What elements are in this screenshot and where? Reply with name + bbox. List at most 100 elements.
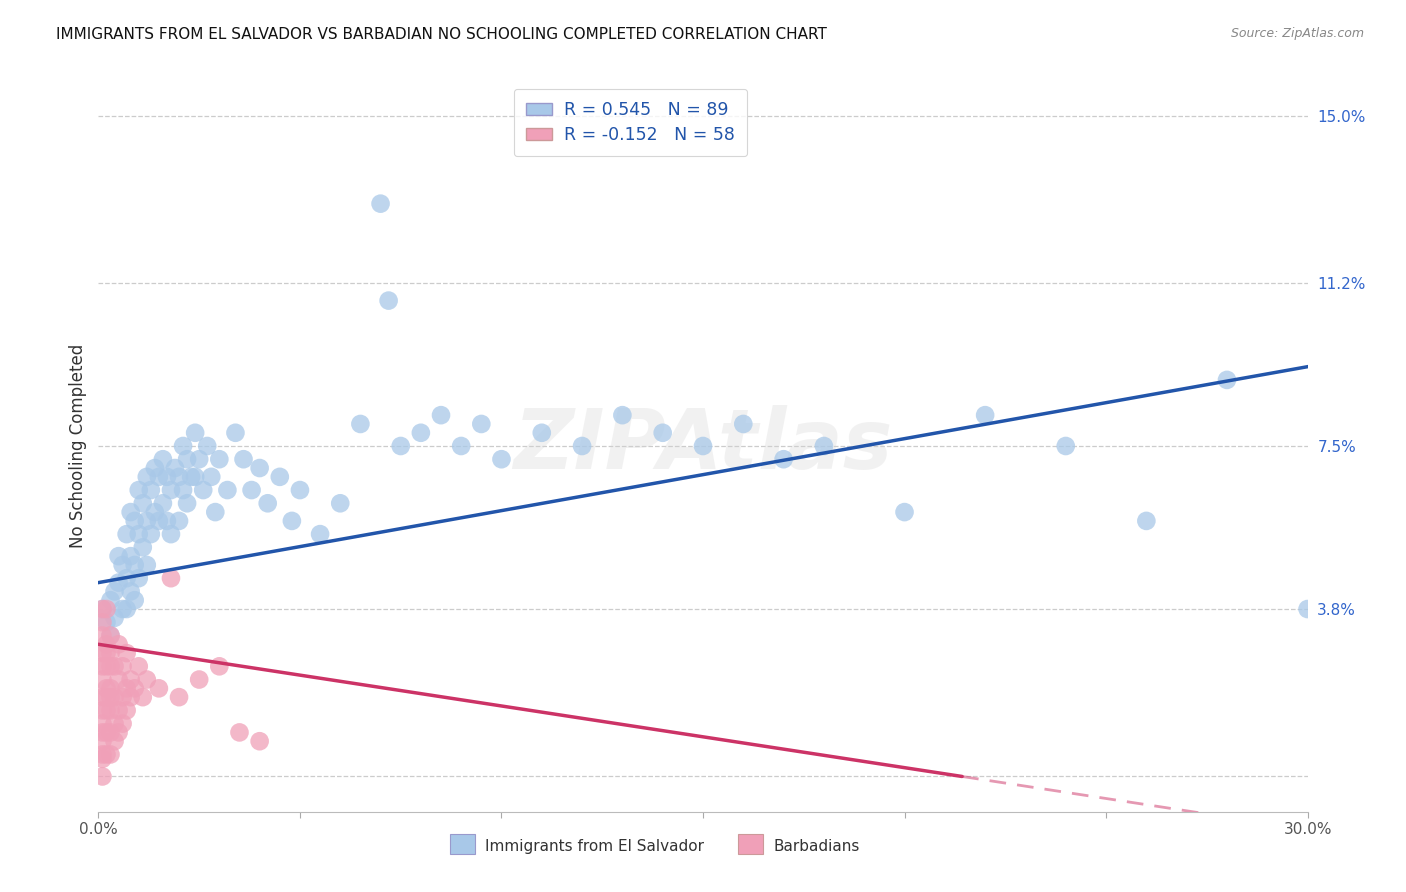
Point: [143, 505, 166, 519]
Point: [249, 461, 271, 475]
Point: [124, 514, 146, 528]
Point: [135, 558, 157, 572]
Point: [813, 439, 835, 453]
Point: [163, 461, 186, 475]
Point: [772, 452, 794, 467]
Point: [120, 690, 142, 705]
Point: [208, 452, 231, 467]
Point: [120, 549, 142, 563]
Point: [167, 690, 190, 705]
Point: [195, 439, 218, 453]
Point: [100, 681, 122, 696]
Point: [107, 703, 129, 717]
Point: [91, 615, 114, 630]
Point: [96, 725, 118, 739]
Point: [188, 673, 211, 687]
Point: [107, 725, 129, 739]
Point: [1216, 373, 1239, 387]
Point: [204, 505, 226, 519]
Point: [96, 703, 118, 717]
Point: [288, 483, 311, 497]
Point: [100, 659, 122, 673]
Point: [96, 690, 118, 705]
Point: [91, 602, 114, 616]
Point: [176, 496, 198, 510]
Point: [200, 470, 222, 484]
Point: [91, 734, 114, 748]
Point: [188, 452, 211, 467]
Point: [450, 439, 472, 453]
Point: [269, 470, 291, 484]
Point: [96, 747, 118, 762]
Point: [152, 452, 174, 467]
Point: [120, 505, 142, 519]
Point: [103, 734, 125, 748]
Point: [139, 527, 162, 541]
Point: [309, 527, 332, 541]
Point: [249, 734, 271, 748]
Point: [389, 439, 412, 453]
Point: [111, 690, 134, 705]
Point: [240, 483, 263, 497]
Point: [107, 637, 129, 651]
Point: [115, 703, 138, 717]
Point: [103, 659, 125, 673]
Point: [571, 439, 593, 453]
Point: [893, 505, 915, 519]
Point: [232, 452, 254, 467]
Point: [107, 575, 129, 590]
Point: [184, 425, 207, 440]
Point: [430, 408, 453, 422]
Point: [470, 417, 492, 431]
Point: [491, 452, 513, 467]
Point: [329, 496, 352, 510]
Point: [100, 628, 122, 642]
Point: [1296, 602, 1319, 616]
Point: [135, 470, 157, 484]
Point: [91, 716, 114, 731]
Point: [172, 439, 194, 453]
Point: [91, 628, 114, 642]
Point: [377, 293, 399, 308]
Point: [100, 628, 122, 642]
Point: [115, 571, 138, 585]
Point: [103, 584, 125, 599]
Point: [111, 716, 134, 731]
Point: [100, 593, 122, 607]
Text: ZIPAtlas: ZIPAtlas: [513, 406, 893, 486]
Point: [100, 747, 122, 762]
Point: [115, 681, 138, 696]
Point: [107, 673, 129, 687]
Point: [124, 558, 146, 572]
Point: [228, 725, 250, 739]
Text: Immigrants from El Salvador: Immigrants from El Salvador: [485, 839, 704, 854]
Point: [208, 659, 231, 673]
Point: [91, 673, 114, 687]
Point: [152, 496, 174, 510]
Point: [128, 571, 150, 585]
Text: IMMIGRANTS FROM EL SALVADOR VS BARBADIAN NO SCHOOLING COMPLETED CORRELATION CHAR: IMMIGRANTS FROM EL SALVADOR VS BARBADIAN…: [56, 27, 827, 42]
Point: [96, 602, 118, 616]
Point: [193, 483, 215, 497]
Point: [96, 681, 118, 696]
Point: [132, 690, 155, 705]
Point: [217, 483, 239, 497]
Point: [100, 703, 122, 717]
Point: [409, 425, 432, 440]
Point: [148, 514, 170, 528]
Point: [91, 602, 114, 616]
Point: [156, 470, 179, 484]
Point: [91, 703, 114, 717]
Point: [148, 681, 170, 696]
Point: [124, 681, 146, 696]
Point: [91, 690, 114, 705]
Point: [100, 690, 122, 705]
Point: [91, 659, 114, 673]
Point: [1054, 439, 1077, 453]
Point: [91, 646, 114, 660]
Y-axis label: No Schooling Completed: No Schooling Completed: [69, 344, 87, 548]
Point: [160, 571, 183, 585]
Point: [111, 558, 134, 572]
Point: [184, 470, 207, 484]
Point: [651, 425, 673, 440]
